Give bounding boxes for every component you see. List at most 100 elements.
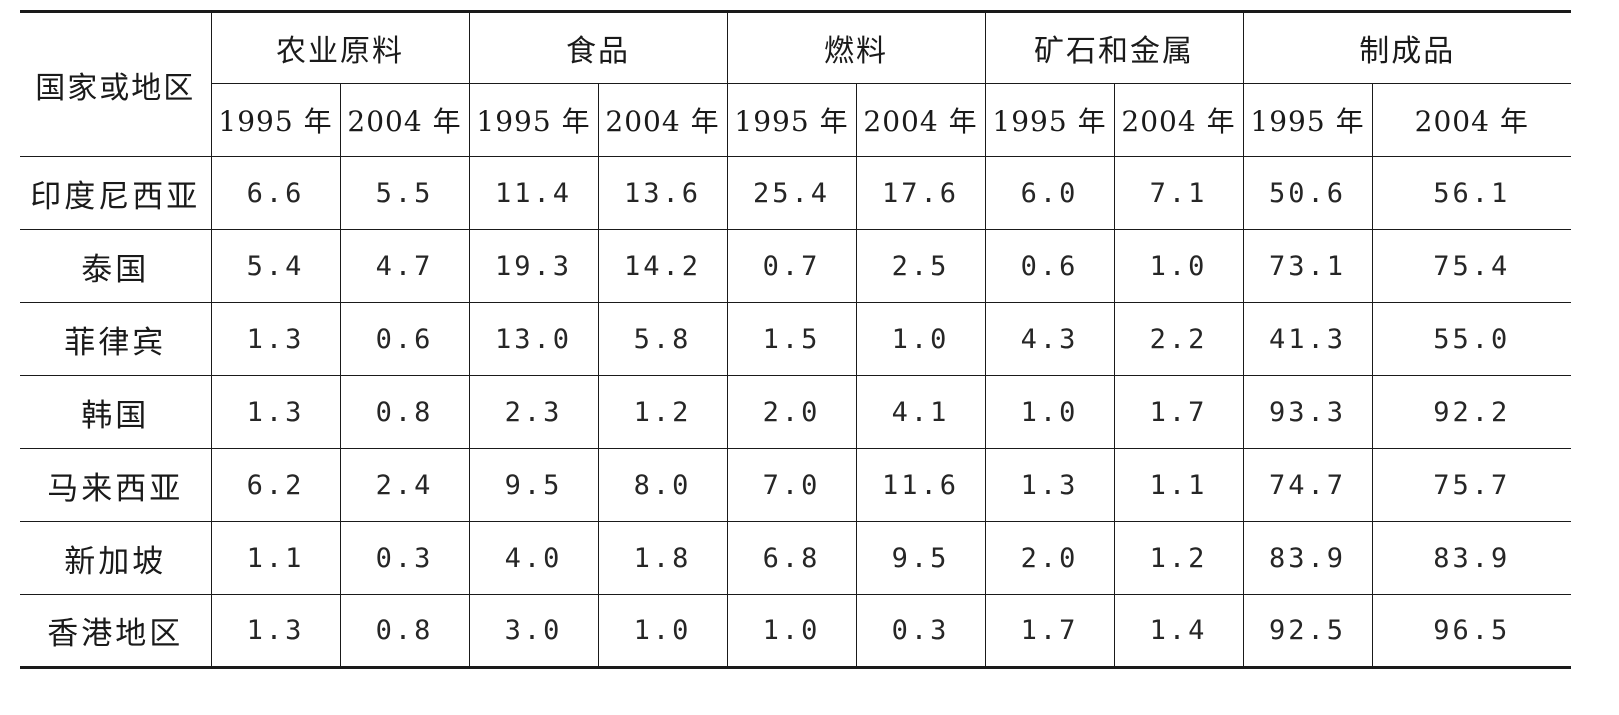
value-cell: 0.6 bbox=[984, 229, 1115, 303]
year-header: 2004 年 bbox=[855, 83, 986, 157]
value-cell: 3.0 bbox=[468, 594, 599, 668]
value-cell: 9.5 bbox=[855, 521, 986, 595]
value-cell: 2.0 bbox=[726, 375, 857, 449]
value-cell: 6.2 bbox=[210, 448, 341, 522]
category-header: 食品 bbox=[468, 11, 728, 84]
table-row: 菲律宾 1.3 0.6 13.0 5.8 1.5 1.0 4.3 2.2 41.… bbox=[20, 302, 1571, 376]
table-row: 泰国 5.4 4.7 19.3 14.2 0.7 2.5 0.6 1.0 73.… bbox=[20, 229, 1571, 303]
table-row: 韩国 1.3 0.8 2.3 1.2 2.0 4.1 1.0 1.7 93.3 … bbox=[20, 375, 1571, 449]
value-cell: 7.1 bbox=[1113, 156, 1244, 230]
value-cell: 2.5 bbox=[855, 229, 986, 303]
value-cell: 93.3 bbox=[1242, 375, 1373, 449]
category-header-row: 国家或地区 农业原料 食品 燃料 矿石和金属 制成品 bbox=[20, 11, 1571, 157]
value-cell: 1.5 bbox=[726, 302, 857, 376]
value-cell: 2.2 bbox=[1113, 302, 1244, 376]
value-cell: 13.6 bbox=[597, 156, 728, 230]
export-structure-table-wrapper: 国家或地区 农业原料 食品 燃料 矿石和金属 制成品 1995 年 2004 年… bbox=[20, 10, 1571, 669]
value-cell: 19.3 bbox=[468, 229, 599, 303]
value-cell: 1.7 bbox=[984, 594, 1115, 668]
value-cell: 0.3 bbox=[855, 594, 986, 668]
year-header: 2004 年 bbox=[1371, 83, 1571, 157]
value-cell: 83.9 bbox=[1242, 521, 1373, 595]
value-cell: 0.3 bbox=[339, 521, 470, 595]
value-cell: 13.0 bbox=[468, 302, 599, 376]
value-cell: 1.3 bbox=[210, 375, 341, 449]
export-structure-table: 国家或地区 农业原料 食品 燃料 矿石和金属 制成品 1995 年 2004 年… bbox=[20, 10, 1571, 669]
value-cell: 1.1 bbox=[210, 521, 341, 595]
country-cell: 印度尼西亚 bbox=[20, 156, 212, 230]
value-cell: 5.4 bbox=[210, 229, 341, 303]
value-cell: 1.0 bbox=[597, 594, 728, 668]
value-cell: 14.2 bbox=[597, 229, 728, 303]
value-cell: 1.8 bbox=[597, 521, 728, 595]
year-header: 1995 年 bbox=[984, 83, 1115, 157]
value-cell: 0.7 bbox=[726, 229, 857, 303]
table-row: 印度尼西亚 6.6 5.5 11.4 13.6 25.4 17.6 6.0 7.… bbox=[20, 156, 1571, 230]
year-header: 1995 年 bbox=[726, 83, 857, 157]
value-cell: 41.3 bbox=[1242, 302, 1373, 376]
country-cell: 韩国 bbox=[20, 375, 212, 449]
value-cell: 50.6 bbox=[1242, 156, 1373, 230]
value-cell: 1.3 bbox=[210, 594, 341, 668]
value-cell: 75.7 bbox=[1371, 448, 1571, 522]
value-cell: 1.3 bbox=[984, 448, 1115, 522]
value-cell: 5.8 bbox=[597, 302, 728, 376]
value-cell: 8.0 bbox=[597, 448, 728, 522]
year-header: 1995 年 bbox=[1242, 83, 1373, 157]
table-row: 马来西亚 6.2 2.4 9.5 8.0 7.0 11.6 1.3 1.1 74… bbox=[20, 448, 1571, 522]
category-header: 矿石和金属 bbox=[984, 11, 1244, 84]
value-cell: 25.4 bbox=[726, 156, 857, 230]
value-cell: 96.5 bbox=[1371, 594, 1571, 668]
country-cell: 泰国 bbox=[20, 229, 212, 303]
value-cell: 0.8 bbox=[339, 594, 470, 668]
category-header: 制成品 bbox=[1242, 11, 1571, 84]
year-header-row: 1995 年 2004 年 1995 年 2004 年 1995 年 2004 … bbox=[20, 83, 1571, 157]
value-cell: 1.1 bbox=[1113, 448, 1244, 522]
value-cell: 7.0 bbox=[726, 448, 857, 522]
value-cell: 1.2 bbox=[597, 375, 728, 449]
country-column-header: 国家或地区 bbox=[20, 11, 212, 157]
country-cell: 香港地区 bbox=[20, 594, 212, 668]
value-cell: 56.1 bbox=[1371, 156, 1571, 230]
value-cell: 83.9 bbox=[1371, 521, 1571, 595]
value-cell: 92.2 bbox=[1371, 375, 1571, 449]
value-cell: 0.6 bbox=[339, 302, 470, 376]
value-cell: 92.5 bbox=[1242, 594, 1373, 668]
value-cell: 4.0 bbox=[468, 521, 599, 595]
value-cell: 1.2 bbox=[1113, 521, 1244, 595]
value-cell: 17.6 bbox=[855, 156, 986, 230]
value-cell: 9.5 bbox=[468, 448, 599, 522]
year-header: 2004 年 bbox=[597, 83, 728, 157]
value-cell: 1.0 bbox=[984, 375, 1115, 449]
value-cell: 1.0 bbox=[726, 594, 857, 668]
year-header: 2004 年 bbox=[1113, 83, 1244, 157]
value-cell: 4.3 bbox=[984, 302, 1115, 376]
country-cell: 菲律宾 bbox=[20, 302, 212, 376]
value-cell: 74.7 bbox=[1242, 448, 1373, 522]
value-cell: 11.4 bbox=[468, 156, 599, 230]
value-cell: 1.4 bbox=[1113, 594, 1244, 668]
value-cell: 2.3 bbox=[468, 375, 599, 449]
year-header: 1995 年 bbox=[468, 83, 599, 157]
value-cell: 2.4 bbox=[339, 448, 470, 522]
value-cell: 4.1 bbox=[855, 375, 986, 449]
value-cell: 6.0 bbox=[984, 156, 1115, 230]
value-cell: 73.1 bbox=[1242, 229, 1373, 303]
table-row: 香港地区 1.3 0.8 3.0 1.0 1.0 0.3 1.7 1.4 92.… bbox=[20, 594, 1571, 668]
category-header: 燃料 bbox=[726, 11, 986, 84]
table-body: 印度尼西亚 6.6 5.5 11.4 13.6 25.4 17.6 6.0 7.… bbox=[20, 156, 1571, 668]
value-cell: 55.0 bbox=[1371, 302, 1571, 376]
country-cell: 马来西亚 bbox=[20, 448, 212, 522]
value-cell: 1.0 bbox=[1113, 229, 1244, 303]
table-row: 新加坡 1.1 0.3 4.0 1.8 6.8 9.5 2.0 1.2 83.9… bbox=[20, 521, 1571, 595]
value-cell: 6.8 bbox=[726, 521, 857, 595]
country-cell: 新加坡 bbox=[20, 521, 212, 595]
value-cell: 6.6 bbox=[210, 156, 341, 230]
table-header: 国家或地区 农业原料 食品 燃料 矿石和金属 制成品 1995 年 2004 年… bbox=[20, 11, 1571, 157]
value-cell: 75.4 bbox=[1371, 229, 1571, 303]
value-cell: 2.0 bbox=[984, 521, 1115, 595]
value-cell: 11.6 bbox=[855, 448, 986, 522]
year-header: 1995 年 bbox=[211, 83, 341, 157]
category-header: 农业原料 bbox=[210, 11, 470, 84]
value-cell: 1.7 bbox=[1113, 375, 1244, 449]
